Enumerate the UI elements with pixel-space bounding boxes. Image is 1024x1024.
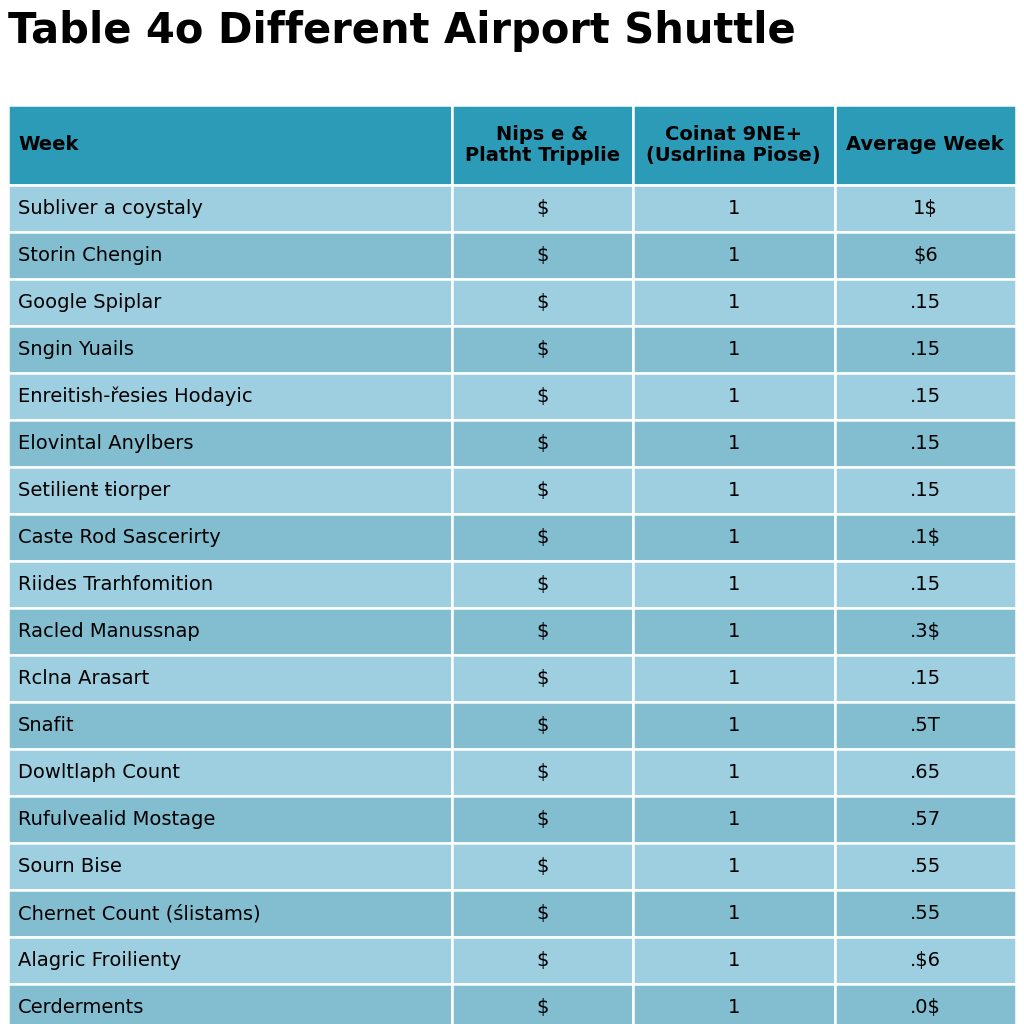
Text: 1: 1	[728, 528, 740, 547]
Text: Storin Chengin: Storin Chengin	[18, 246, 163, 265]
Text: 1: 1	[728, 904, 740, 923]
Text: 1: 1	[728, 199, 740, 218]
Text: Alagric Froilienty: Alagric Froilienty	[18, 951, 181, 970]
Text: .3$: .3$	[909, 622, 941, 641]
Text: Table 4o Different Airport Shuttle: Table 4o Different Airport Shuttle	[8, 10, 796, 52]
Text: $: $	[536, 951, 549, 970]
Text: $: $	[536, 810, 549, 829]
Text: 1: 1	[728, 951, 740, 970]
Text: 1: 1	[728, 622, 740, 641]
Text: .55: .55	[909, 857, 941, 876]
Text: .15: .15	[909, 293, 941, 312]
Text: Caste Rod Sascerirty: Caste Rod Sascerirty	[18, 528, 221, 547]
Text: $: $	[536, 904, 549, 923]
Text: Rufulvealid Mostage: Rufulvealid Mostage	[18, 810, 215, 829]
Text: .55: .55	[909, 904, 941, 923]
Text: .15: .15	[909, 575, 941, 594]
Text: $: $	[536, 622, 549, 641]
Text: 1: 1	[728, 481, 740, 500]
Text: 1: 1	[728, 763, 740, 782]
Text: 1: 1	[728, 340, 740, 359]
Text: 1: 1	[728, 387, 740, 406]
Text: .5T: .5T	[910, 716, 941, 735]
Text: .15: .15	[909, 669, 941, 688]
Text: $: $	[536, 763, 549, 782]
Text: 1: 1	[728, 669, 740, 688]
Text: Dowltlaph Count: Dowltlaph Count	[18, 763, 180, 782]
Text: $: $	[536, 716, 549, 735]
Text: $: $	[536, 434, 549, 453]
Text: $: $	[536, 387, 549, 406]
Text: Rclna Arasart: Rclna Arasart	[18, 669, 150, 688]
Text: 1: 1	[728, 857, 740, 876]
Text: .15: .15	[909, 434, 941, 453]
Text: 1: 1	[728, 998, 740, 1017]
Text: 1: 1	[728, 810, 740, 829]
Text: Sngin Yuails: Sngin Yuails	[18, 340, 134, 359]
Text: .1$: .1$	[909, 528, 941, 547]
Text: .15: .15	[909, 481, 941, 500]
Text: $6: $6	[913, 246, 938, 265]
Text: .15: .15	[909, 387, 941, 406]
Text: $: $	[536, 998, 549, 1017]
Text: Chernet Count (ślistams): Chernet Count (ślistams)	[18, 904, 261, 923]
Text: $: $	[536, 481, 549, 500]
Text: $: $	[536, 669, 549, 688]
Text: .$6: .$6	[909, 951, 941, 970]
Text: Cerderments: Cerderments	[18, 998, 144, 1017]
Text: Sourn Bise: Sourn Bise	[18, 857, 122, 876]
Text: Setilienŧ ŧiorper: Setilienŧ ŧiorper	[18, 481, 170, 500]
Text: $: $	[536, 293, 549, 312]
Text: 1: 1	[728, 293, 740, 312]
Text: Snafit: Snafit	[18, 716, 75, 735]
Text: .0$: .0$	[910, 998, 941, 1017]
Text: Riides Trarhfomition: Riides Trarhfomition	[18, 575, 213, 594]
Text: Racled Manussnap: Racled Manussnap	[18, 622, 200, 641]
Text: Elovintal Anylbers: Elovintal Anylbers	[18, 434, 194, 453]
Text: Coinat 9NE+
(Usdrlina Piose): Coinat 9NE+ (Usdrlina Piose)	[646, 125, 821, 165]
Text: $: $	[536, 246, 549, 265]
Text: .15: .15	[909, 340, 941, 359]
Text: 1$: 1$	[913, 199, 938, 218]
Text: $: $	[536, 857, 549, 876]
Text: 1: 1	[728, 246, 740, 265]
Text: Enreitish-řesies Hodayic: Enreitish-řesies Hodayic	[18, 387, 253, 407]
Text: $: $	[536, 575, 549, 594]
Text: Week: Week	[18, 135, 79, 155]
Text: Google Spiplar: Google Spiplar	[18, 293, 162, 312]
Text: $: $	[536, 528, 549, 547]
Text: Subliver a coystaly: Subliver a coystaly	[18, 199, 203, 218]
Text: 1: 1	[728, 575, 740, 594]
Text: .57: .57	[909, 810, 941, 829]
Text: Nips e &
Platht Tripplie: Nips e & Platht Tripplie	[465, 125, 620, 165]
Text: 1: 1	[728, 716, 740, 735]
Text: $: $	[536, 340, 549, 359]
Text: $: $	[536, 199, 549, 218]
Text: 1: 1	[728, 434, 740, 453]
Text: Average Week: Average Week	[847, 135, 1005, 155]
Text: .65: .65	[909, 763, 941, 782]
